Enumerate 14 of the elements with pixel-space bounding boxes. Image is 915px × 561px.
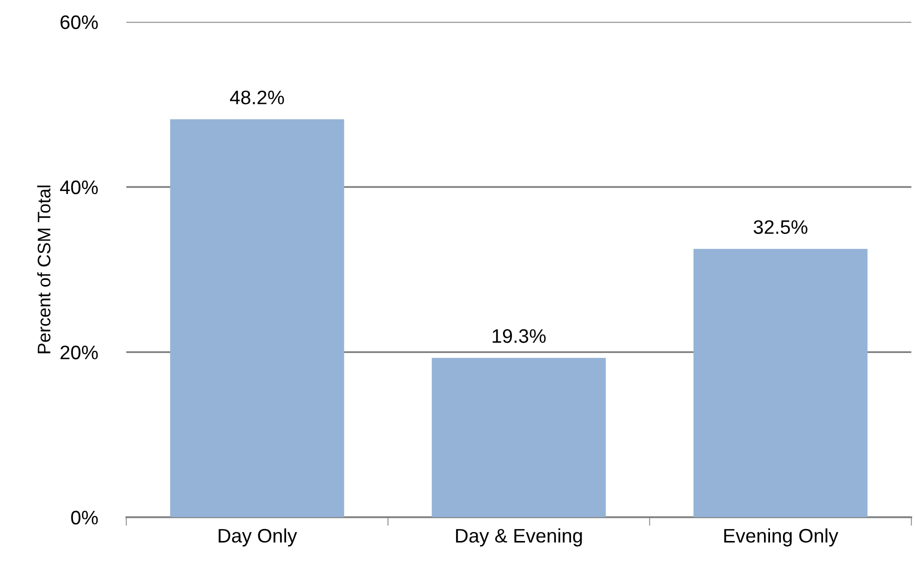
data-label: 48.2% [230,90,284,104]
bar [693,248,868,518]
bar [432,358,606,518]
x-tick-label: Evening Only [724,528,838,546]
y-tick-label: 0% [71,510,98,524]
data-label: 32.5% [754,220,808,234]
y-tick-label: 20% [60,346,98,360]
x-tick-label: Day & Evening [456,528,582,546]
x-tick-label: Day Only [218,528,298,546]
bar [170,119,344,518]
y-tick-label: 60% [60,15,98,30]
y-axis-title: Percent of CSM Total [37,186,50,354]
data-label: 19.3% [492,329,546,343]
y-tick-label: 40% [60,180,98,194]
